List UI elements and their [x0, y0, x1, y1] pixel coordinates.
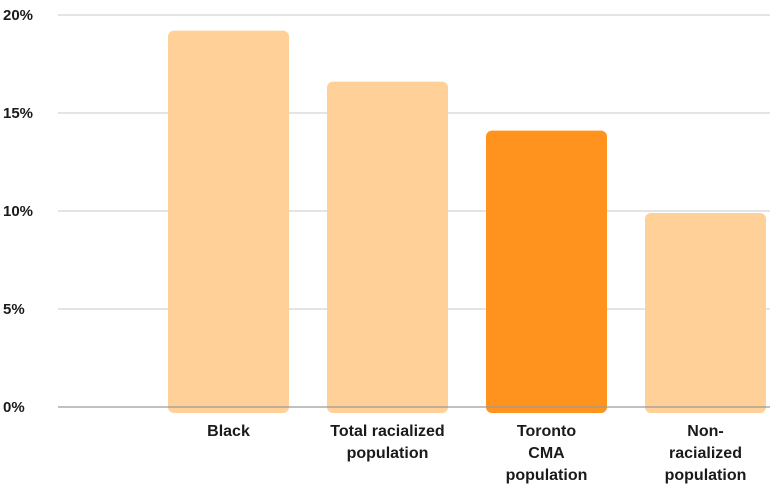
- x-category-label: population: [665, 467, 747, 484]
- x-category-label: Total racialized: [330, 423, 444, 440]
- bars: [168, 30, 766, 414]
- y-tick-label: 20%: [3, 7, 33, 24]
- x-category-label: population: [347, 445, 429, 462]
- y-tick-label: 0%: [3, 399, 25, 416]
- x-category-label: racialized: [669, 445, 742, 462]
- x-category-label: Toronto: [517, 423, 576, 440]
- bar: [168, 30, 289, 414]
- bar: [645, 212, 766, 413]
- y-tick-label: 10%: [3, 203, 33, 220]
- bar: [486, 130, 607, 413]
- y-tick-label: 5%: [3, 301, 25, 318]
- bar: [327, 81, 448, 413]
- y-tick-label: 15%: [3, 105, 33, 122]
- x-category-label: Black: [207, 423, 250, 440]
- x-axis-labels: Black Total racialized population Toronto CM…: [207, 423, 746, 484]
- x-category-label: CMA: [528, 445, 565, 462]
- x-category-label: population: [506, 467, 588, 484]
- x-category-label: Non-: [687, 423, 723, 440]
- y-axis-ticks: 20% 15% 10% 5% 0%: [3, 7, 33, 416]
